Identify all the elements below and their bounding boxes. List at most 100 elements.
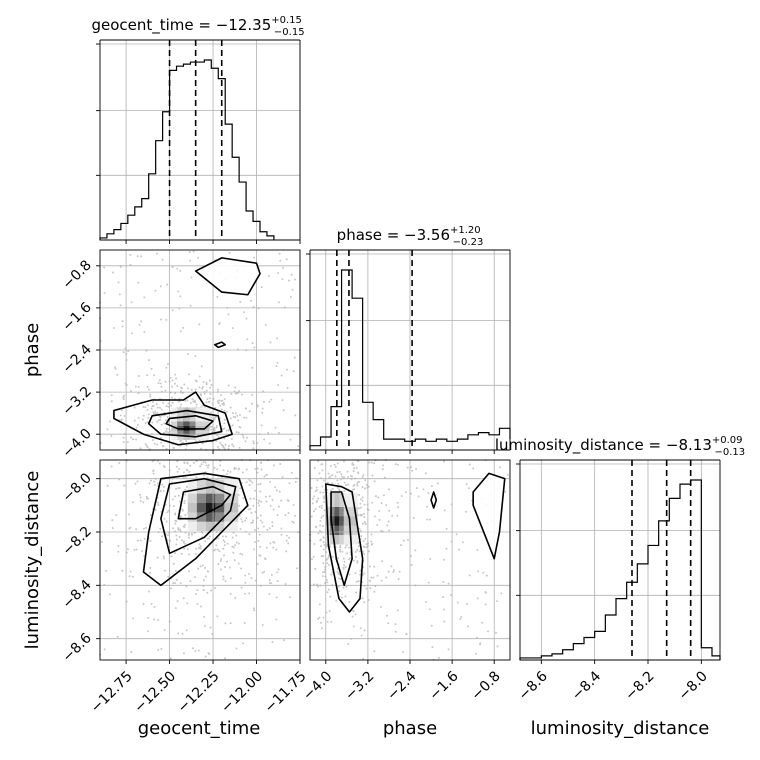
sample-point xyxy=(353,467,356,470)
sample-point xyxy=(250,511,253,514)
sample-point xyxy=(370,576,373,579)
sample-point xyxy=(122,436,125,439)
sample-point xyxy=(392,569,395,572)
sample-point xyxy=(437,656,440,659)
sample-point xyxy=(276,571,279,574)
sample-point xyxy=(169,657,172,660)
sample-point xyxy=(152,405,155,408)
sample-point xyxy=(224,657,227,660)
sample-point xyxy=(130,651,133,654)
sample-point xyxy=(242,436,245,439)
sample-point xyxy=(427,491,430,494)
sample-point xyxy=(210,411,213,414)
sample-point xyxy=(344,565,347,568)
sample-point xyxy=(175,465,178,468)
xlabel-geocent-time: geocent_time xyxy=(138,718,261,739)
sample-point xyxy=(181,539,184,542)
sample-point xyxy=(205,383,208,386)
sample-point xyxy=(499,466,502,469)
sample-point xyxy=(362,539,365,542)
sample-point xyxy=(150,407,153,410)
sample-point xyxy=(338,590,341,593)
sample-point xyxy=(167,575,170,578)
sample-point xyxy=(331,487,334,490)
sample-point xyxy=(176,384,179,387)
scatter-points-layer xyxy=(99,250,509,661)
sample-point xyxy=(207,537,210,540)
sample-point xyxy=(165,430,168,433)
sample-point xyxy=(269,504,272,507)
sample-point xyxy=(192,461,195,464)
sample-point xyxy=(264,558,267,561)
sample-point xyxy=(184,493,187,496)
sample-point xyxy=(320,504,323,507)
sample-point xyxy=(364,479,367,482)
sample-point xyxy=(285,539,288,542)
sample-point xyxy=(293,356,296,359)
sample-point xyxy=(156,411,159,414)
sample-point xyxy=(442,596,445,599)
sample-point xyxy=(122,351,125,354)
sample-point xyxy=(203,625,206,628)
sample-point xyxy=(153,618,156,621)
sample-point xyxy=(179,330,182,333)
sample-point xyxy=(287,512,290,515)
sample-point xyxy=(429,557,432,560)
sample-point xyxy=(319,524,322,527)
sample-point xyxy=(271,641,274,644)
sample-point xyxy=(163,422,166,425)
sample-point xyxy=(358,494,361,497)
sample-point xyxy=(194,650,197,653)
y-tick-label: −1.6 xyxy=(59,299,94,334)
sample-point xyxy=(205,389,208,392)
sample-point xyxy=(256,471,259,474)
sample-point xyxy=(388,529,391,532)
sample-point xyxy=(186,548,189,551)
sample-point xyxy=(238,390,241,393)
sample-point xyxy=(123,484,126,487)
sample-point xyxy=(235,534,238,537)
sample-point xyxy=(275,618,278,621)
sample-point xyxy=(326,591,329,594)
sample-point xyxy=(122,397,125,400)
sample-point xyxy=(199,393,202,396)
sample-point xyxy=(232,546,235,549)
sample-point xyxy=(285,534,288,537)
sample-point xyxy=(220,408,223,411)
sample-point xyxy=(160,423,163,426)
sample-point xyxy=(171,385,174,388)
sample-point xyxy=(159,382,162,385)
sample-point xyxy=(234,412,237,415)
sample-point xyxy=(442,460,445,463)
sample-point xyxy=(268,400,271,403)
sample-point xyxy=(465,603,468,606)
sample-point xyxy=(189,259,192,262)
sample-point xyxy=(368,579,371,582)
sample-point xyxy=(319,519,322,522)
sample-point xyxy=(204,575,207,578)
sample-point xyxy=(330,573,333,576)
sample-point xyxy=(387,622,390,625)
sample-point xyxy=(160,385,163,388)
sample-point xyxy=(284,514,287,517)
sample-point xyxy=(183,502,186,505)
sample-point xyxy=(195,403,198,406)
sample-point xyxy=(139,447,142,450)
sample-point xyxy=(229,577,232,580)
sample-point xyxy=(422,488,425,491)
sample-point xyxy=(106,428,109,431)
sample-point xyxy=(327,588,330,591)
sample-point xyxy=(259,545,262,548)
sample-point xyxy=(362,657,365,660)
sample-point xyxy=(280,527,283,530)
sample-point xyxy=(342,557,345,560)
sample-point xyxy=(254,510,257,513)
sample-point xyxy=(134,482,137,485)
sample-point xyxy=(245,481,248,484)
sample-point xyxy=(250,577,253,580)
sample-point xyxy=(271,521,274,524)
sample-point xyxy=(162,445,165,448)
sample-point xyxy=(235,392,238,395)
sample-point xyxy=(426,505,429,508)
sample-point xyxy=(390,565,393,568)
